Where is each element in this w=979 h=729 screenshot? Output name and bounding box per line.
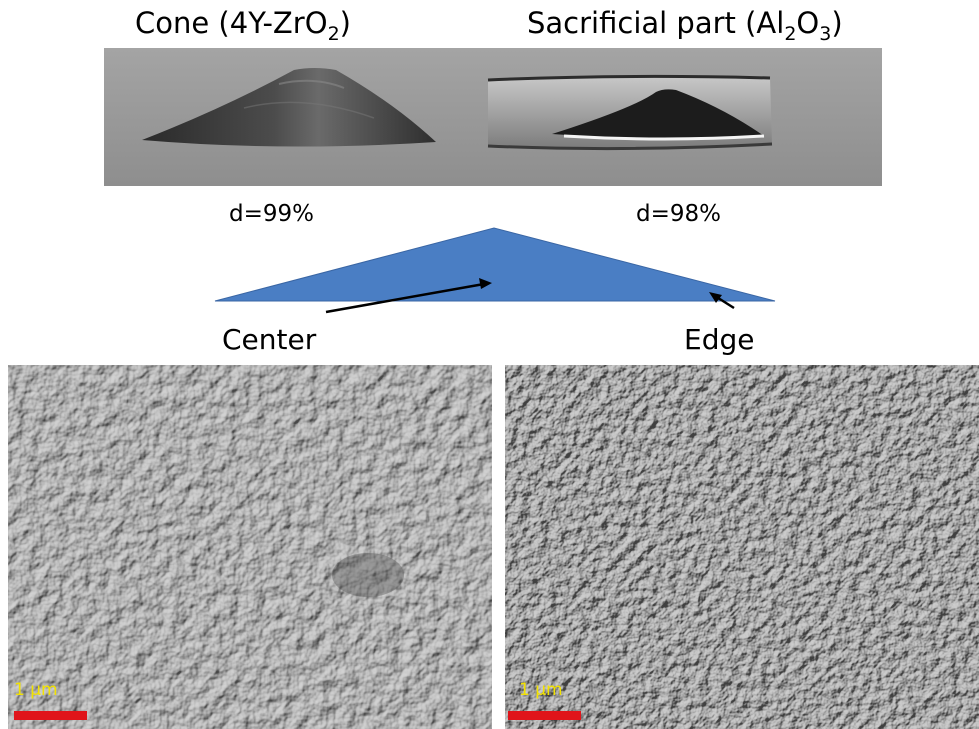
center-scale-bar (14, 711, 87, 720)
center-arrow (325, 278, 492, 314)
sacrificial-density-label: d=98% (636, 201, 721, 227)
edge-label: Edge (684, 323, 755, 356)
edge-scale-bar (508, 711, 581, 720)
center-scale-label: 1 µm (14, 680, 58, 700)
cone-density-label: d=99% (229, 201, 314, 227)
sample-photo-drawing (104, 48, 882, 186)
zirconia-cone-photo (142, 68, 436, 147)
cone-title: Cone (4Y-ZrO2) (135, 6, 351, 45)
cone-cross-section-triangle (214, 227, 776, 302)
center-micrograph-texture (8, 365, 492, 729)
edge-micrograph: 1 µm (505, 365, 979, 729)
center-micrograph: 1 µm (8, 365, 492, 729)
cone-cross-section-diagram (214, 227, 776, 314)
edge-micrograph-texture (505, 365, 979, 729)
sample-photo (104, 48, 882, 186)
edge-scale-label: 1 µm (519, 680, 563, 700)
edge-arrow (709, 292, 735, 310)
alumina-sacrificial-part-photo (487, 74, 773, 151)
center-label: Center (222, 323, 317, 356)
sacrificial-part-title: Sacrificial part (Al2O3) (527, 6, 843, 45)
